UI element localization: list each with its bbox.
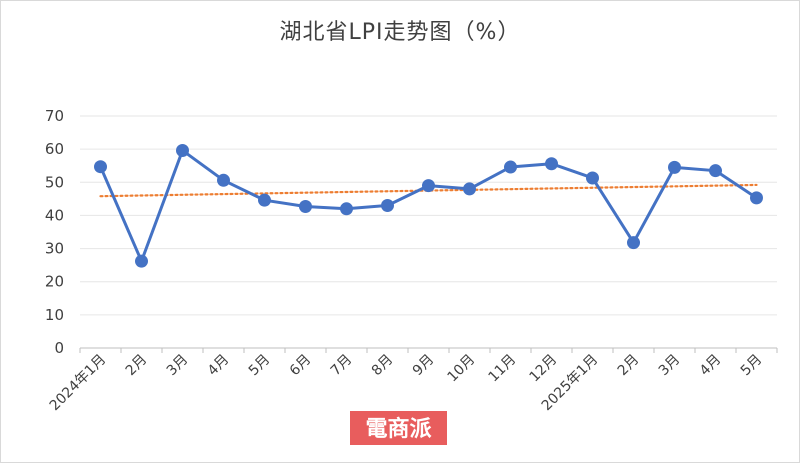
data-point [627,236,640,250]
x-tick-label: 6月 [287,352,315,380]
x-tick-label: 5月 [738,352,766,380]
data-point [381,198,394,212]
data-point [586,171,599,185]
x-tick-label: 5月 [246,352,274,380]
x-tick-label: 2月 [123,352,151,380]
x-tick-label: 2月 [615,352,643,380]
x-tick-label: 12月 [527,352,561,386]
y-tick-label: 0 [54,339,64,357]
data-point [709,164,722,178]
data-point [422,179,435,193]
x-tick-label: 2024年1月 [47,352,110,415]
y-tick-label: 10 [45,306,64,324]
x-tick-label: 3月 [164,352,192,380]
x-tick-label: 3月 [656,352,684,380]
data-point [217,173,230,187]
watermark-text: 電商派 [365,416,431,442]
data-point [668,160,681,174]
x-tick-label: 8月 [369,352,397,380]
data-point [504,160,517,174]
x-tick-label: 7月 [328,352,356,380]
y-tick-label: 30 [45,240,64,258]
x-tick-label: 10月 [445,352,479,386]
x-axis [79,347,778,353]
y-tick-label: 20 [45,273,64,291]
data-point [463,182,476,196]
y-axis-ticks: 0 10 20 30 40 50 60 70 [45,107,64,357]
y-tick-label: 70 [45,107,64,125]
y-tick-label: 40 [45,206,64,224]
data-point [750,191,763,205]
x-tick-label: 9月 [410,352,438,380]
y-tick-label: 60 [45,140,64,158]
watermark: 電商派 [350,411,447,445]
data-point [94,160,107,174]
data-point [135,254,148,268]
watermark-background [350,411,447,445]
y-tick-label: 50 [45,173,64,191]
data-point [340,202,353,216]
x-tick-label: 4月 [205,352,233,380]
data-point [176,143,189,157]
x-tick-label: 11月 [486,352,520,386]
data-point [545,157,558,171]
chart-title: 湖北省LPI走势图（%） [279,20,521,45]
plot-area [80,116,777,348]
data-point [258,193,271,207]
series-points [94,143,763,268]
data-point [299,199,312,213]
x-tick-label: 4月 [697,352,725,380]
